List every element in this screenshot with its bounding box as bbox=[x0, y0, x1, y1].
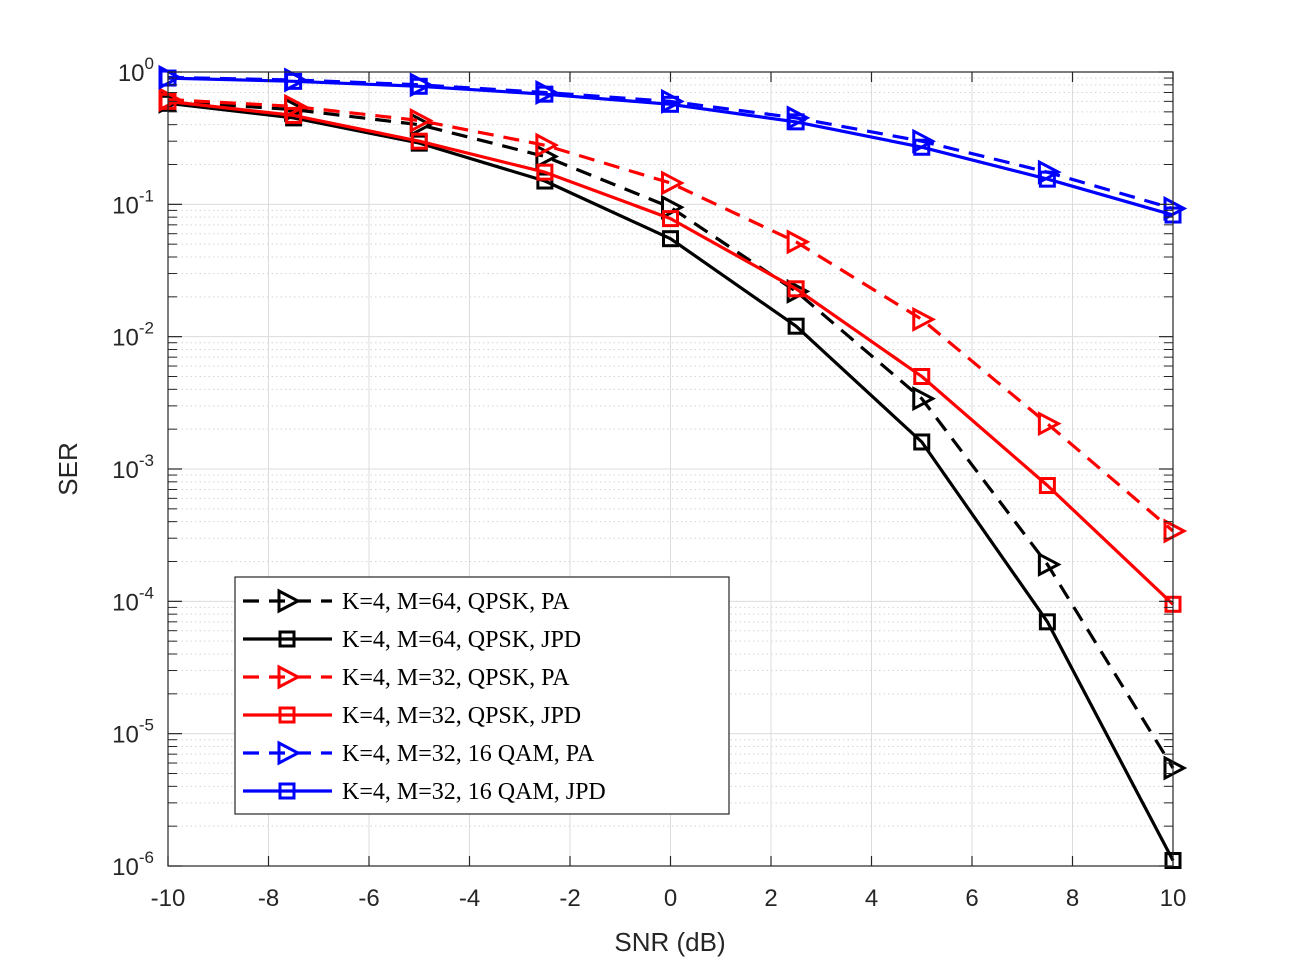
data-point bbox=[661, 170, 685, 196]
legend-entry: K=4, M=64, QPSK, PA bbox=[243, 588, 570, 615]
y-tick-label: 100 bbox=[118, 54, 154, 87]
data-point bbox=[536, 163, 554, 181]
data-point bbox=[1038, 477, 1056, 495]
x-tick-labels: -10 -8 -6 -4 -2 0 2 4 6 8 10 bbox=[151, 885, 1187, 912]
data-point bbox=[662, 210, 679, 228]
data-point bbox=[409, 108, 434, 133]
legend-marker bbox=[278, 782, 296, 800]
legend-label: K=4, M=32, QPSK, PA bbox=[342, 665, 570, 691]
x-tick-label: 2 bbox=[764, 885, 777, 912]
data-point bbox=[1163, 518, 1188, 544]
data-point bbox=[536, 85, 554, 103]
data-point bbox=[913, 368, 931, 386]
data-point bbox=[535, 132, 560, 158]
y-tick-label: 10-5 bbox=[112, 716, 154, 749]
y-tick-label: 10-3 bbox=[112, 451, 154, 484]
legend-label: K=4, M=32, 16 QAM, PA bbox=[342, 741, 595, 767]
legend-entry: K=4, M=32, QPSK, JPD bbox=[243, 703, 581, 729]
data-point bbox=[536, 172, 554, 190]
data-point bbox=[662, 95, 679, 113]
legend-marker bbox=[277, 588, 302, 614]
axis-ticks bbox=[167, 71, 1174, 867]
series-line bbox=[167, 99, 1175, 769]
series-layer bbox=[158, 64, 1188, 870]
data-point bbox=[787, 317, 805, 335]
series-line bbox=[167, 76, 1174, 217]
legend: K=4, M=64, QPSK, PA K=4, M=64, QPSK, JPD K… bbox=[234, 576, 730, 815]
x-tick-label: -2 bbox=[559, 885, 580, 912]
y-tick-label: 10-4 bbox=[112, 583, 154, 616]
x-tick-label: -10 bbox=[151, 885, 186, 912]
data-point bbox=[787, 280, 805, 298]
legend-label: K=4, M=64, QPSK, JPD bbox=[342, 627, 581, 653]
series-line bbox=[167, 99, 1175, 606]
data-point bbox=[787, 113, 805, 131]
y-tick-label: 10-2 bbox=[112, 319, 154, 352]
data-point bbox=[285, 72, 303, 90]
legend-entry: K=4, M=32, QPSK, PA bbox=[243, 664, 570, 691]
data-point bbox=[662, 230, 679, 248]
data-point bbox=[1038, 613, 1056, 631]
legend-entry: K=4, M=64, QPSK, JPD bbox=[243, 627, 581, 653]
x-tick-label: -8 bbox=[258, 885, 279, 912]
data-point bbox=[410, 132, 428, 150]
legend-box bbox=[234, 576, 730, 815]
x-tick-label: 0 bbox=[664, 885, 677, 912]
data-point bbox=[285, 106, 303, 124]
data-point bbox=[913, 433, 931, 451]
data-point bbox=[1037, 411, 1062, 437]
legend-entry: K=4, M=32, 16 QAM, JPD bbox=[243, 779, 606, 805]
data-point bbox=[1038, 170, 1056, 188]
x-tick-label: 4 bbox=[865, 885, 878, 912]
data-point bbox=[786, 229, 811, 255]
legend-label: K=4, M=32, QPSK, JPD bbox=[342, 703, 581, 729]
series-line bbox=[167, 97, 1175, 533]
data-point bbox=[913, 138, 931, 156]
series-line bbox=[167, 101, 1175, 862]
legend-label: K=4, M=32, 16 QAM, JPD bbox=[342, 779, 606, 805]
data-point bbox=[1163, 755, 1188, 781]
data-point bbox=[284, 93, 308, 119]
x-tick-label: -4 bbox=[459, 885, 480, 912]
legend-marker bbox=[278, 706, 296, 724]
x-tick-label: 10 bbox=[1160, 885, 1187, 912]
legend-marker bbox=[277, 740, 302, 766]
x-tick-label: 6 bbox=[965, 885, 978, 912]
data-point bbox=[1037, 551, 1062, 577]
x-axis-label: SNR (dB) bbox=[614, 927, 725, 957]
x-tick-label: 8 bbox=[1066, 885, 1079, 912]
y-tick-labels: 100 10-1 10-2 10-3 10-4 10-5 10-6 bbox=[112, 54, 154, 881]
legend-marker bbox=[278, 630, 296, 648]
y-tick-label: 10-1 bbox=[112, 186, 154, 219]
legend-label: K=4, M=64, QPSK, PA bbox=[342, 589, 570, 615]
y-tick-label: 10-6 bbox=[112, 848, 154, 881]
data-point bbox=[912, 306, 936, 332]
y-axis-label: SER bbox=[53, 442, 83, 495]
data-point bbox=[410, 77, 428, 95]
data-point bbox=[912, 386, 936, 412]
x-tick-label: -6 bbox=[358, 885, 379, 912]
legend-entry: K=4, M=32, 16 QAM, PA bbox=[243, 740, 595, 767]
legend-marker bbox=[277, 664, 302, 690]
